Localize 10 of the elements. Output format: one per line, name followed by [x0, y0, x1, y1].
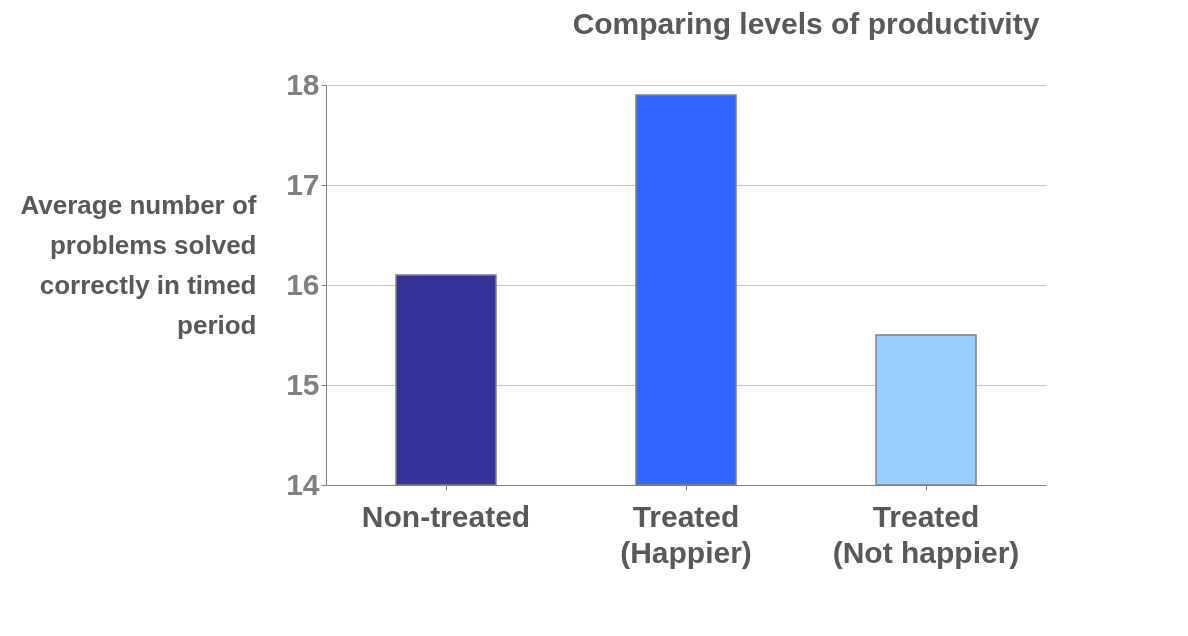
y-tick-label: 17 — [286, 167, 320, 201]
chart-title: Comparing levels of productivity — [572, 7, 1040, 40]
x-tick-label: Treated (Not happier) — [832, 499, 1020, 569]
y-tick-label: 16 — [286, 267, 320, 301]
y-tick-label: 14 — [286, 467, 320, 501]
x-tick-label: Non-treated — [361, 499, 531, 533]
x-tick-label: Treated (Happier) — [620, 499, 752, 569]
y-tick-label: 18 — [286, 67, 320, 101]
y-axis-title: Average number of problems solved correctly in timed period — [20, 189, 257, 340]
y-tick-label: 15 — [286, 367, 320, 401]
